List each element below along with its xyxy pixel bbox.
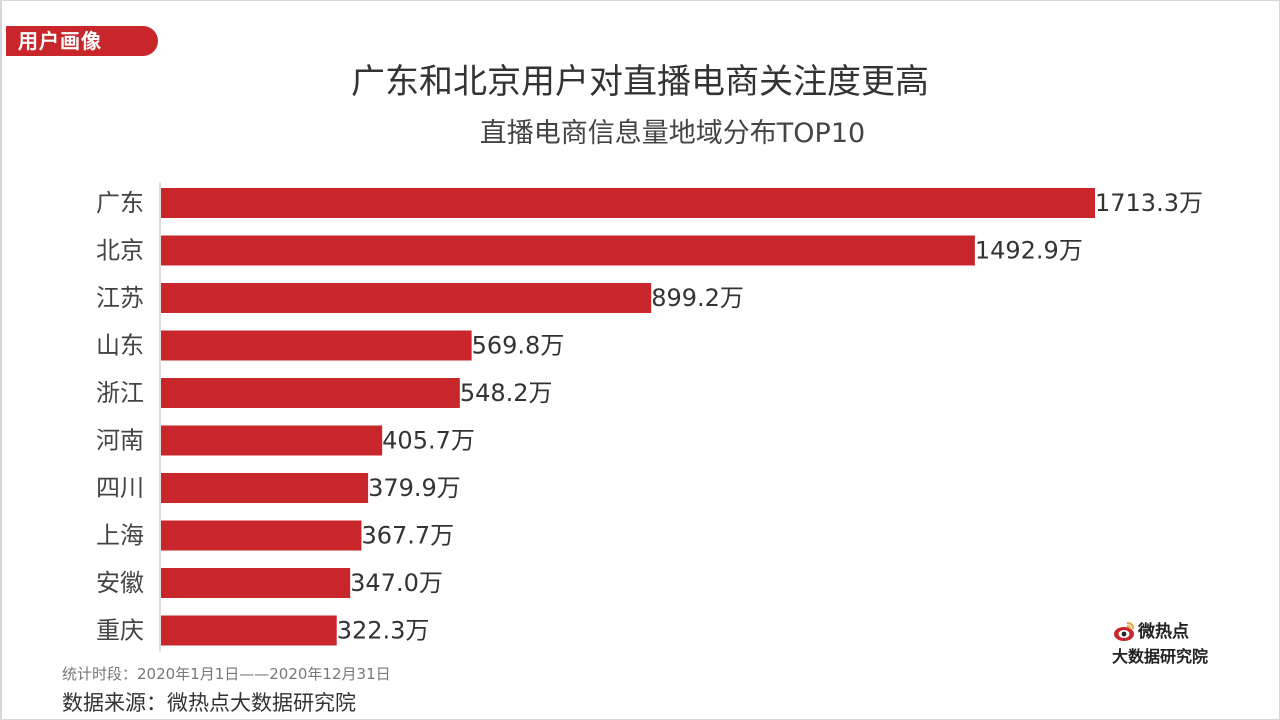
value-label: 569.8万	[472, 332, 565, 360]
section-tag: 用户画像	[6, 26, 158, 56]
category-label: 北京	[96, 237, 144, 265]
stat-period-note: 统计时段：2020年1月1日——2020年12月31日	[62, 665, 391, 683]
bar	[161, 330, 472, 361]
category-label: 安徽	[96, 569, 144, 597]
brand-subtitle: 大数据研究院	[1112, 647, 1209, 666]
category-label: 上海	[96, 522, 144, 550]
category-label: 山东	[96, 332, 144, 360]
value-label: 322.3万	[337, 617, 430, 645]
chart-subtitle: 直播电商信息量地域分布TOP10	[479, 118, 866, 149]
bar	[161, 378, 460, 408]
bar	[161, 425, 383, 456]
category-label: 四川	[96, 474, 144, 502]
value-label: 347.0万	[350, 569, 443, 597]
bar	[161, 235, 975, 266]
weibo-eye-icon	[1114, 622, 1134, 641]
bar	[161, 568, 351, 598]
value-label: 1492.9万	[975, 237, 1083, 265]
category-label: 浙江	[96, 379, 144, 407]
brand-name: 微热点	[1138, 622, 1189, 642]
value-label: 379.9万	[368, 474, 461, 502]
category-label: 河南	[96, 427, 144, 455]
bar	[161, 283, 652, 313]
value-label: 405.7万	[382, 427, 475, 455]
value-label: 367.7万	[361, 522, 454, 550]
value-label: 1713.3万	[1095, 189, 1203, 217]
bar	[161, 615, 337, 646]
page-title: 广东和北京用户对直播电商关注度更高	[351, 62, 929, 102]
value-label: 899.2万	[651, 284, 744, 312]
category-label: 江苏	[96, 284, 144, 312]
category-label: 广东	[96, 189, 144, 217]
bar	[161, 473, 369, 503]
bar	[161, 188, 1095, 218]
value-label: 548.2万	[460, 379, 553, 407]
category-label: 重庆	[96, 617, 144, 645]
brand-logo: 微热点 大数据研究院	[1112, 620, 1262, 668]
bar	[161, 520, 362, 551]
data-source-note: 数据来源：微热点大数据研究院	[62, 691, 356, 715]
